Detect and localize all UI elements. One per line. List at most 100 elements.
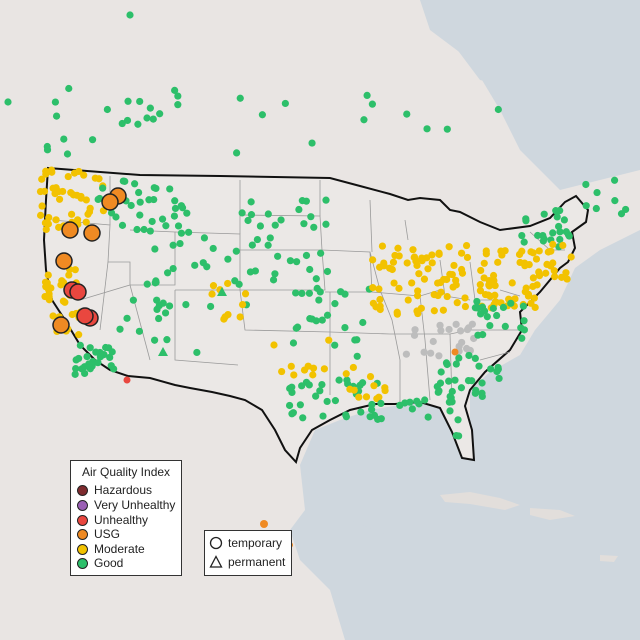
monitor-marker[interactable] — [476, 287, 485, 295]
monitor-marker[interactable] — [174, 222, 183, 230]
monitor-marker[interactable] — [322, 196, 330, 204]
monitor-marker[interactable] — [286, 257, 295, 265]
monitor-marker[interactable] — [88, 136, 97, 144]
monitor-marker[interactable] — [86, 344, 94, 352]
monitor-marker[interactable] — [436, 321, 444, 329]
monitor-marker[interactable] — [241, 290, 250, 298]
monitor-marker[interactable] — [525, 261, 533, 269]
monitor-marker[interactable] — [285, 401, 294, 410]
monitor-marker[interactable] — [375, 285, 383, 293]
monitor-marker[interactable] — [386, 264, 394, 272]
monitor-marker[interactable] — [563, 275, 571, 283]
monitor-marker[interactable] — [193, 348, 201, 357]
monitor-marker[interactable] — [408, 279, 416, 287]
monitor-marker[interactable] — [323, 311, 332, 319]
monitor-marker[interactable] — [553, 213, 561, 221]
monitor-marker[interactable] — [517, 324, 525, 332]
monitor-marker[interactable] — [236, 313, 244, 321]
monitor-marker[interactable] — [403, 259, 411, 267]
monitor-marker[interactable] — [501, 322, 509, 331]
monitor-marker[interactable] — [127, 201, 135, 210]
monitor-marker[interactable] — [409, 246, 417, 254]
permanent-monitor-marker[interactable] — [158, 347, 168, 356]
monitor-marker[interactable] — [300, 366, 309, 374]
monitor-marker[interactable] — [220, 315, 228, 323]
monitor-marker[interactable] — [457, 384, 466, 392]
monitor-marker[interactable] — [36, 211, 45, 219]
monitor-marker[interactable] — [535, 247, 543, 255]
monitor-marker[interactable] — [171, 197, 179, 205]
monitor-marker[interactable] — [270, 341, 278, 349]
monitor-marker[interactable] — [206, 302, 215, 311]
monitor-marker[interactable] — [559, 241, 567, 249]
monitor-marker[interactable] — [567, 253, 575, 261]
monitor-marker[interactable] — [224, 279, 232, 288]
monitor-marker[interactable] — [485, 282, 493, 290]
monitor-marker[interactable] — [52, 216, 60, 224]
monitor-marker[interactable] — [463, 325, 472, 334]
monitor-marker[interactable] — [436, 379, 445, 387]
monitor-marker[interactable] — [38, 202, 46, 210]
monitor-marker[interactable] — [558, 273, 566, 281]
monitor-marker[interactable] — [353, 336, 361, 344]
monitor-marker[interactable] — [107, 362, 115, 370]
monitor-marker[interactable] — [380, 259, 388, 267]
monitor-marker[interactable] — [322, 220, 330, 228]
monitor-marker[interactable] — [40, 187, 49, 195]
fire-monitor-marker[interactable] — [83, 224, 101, 242]
monitor-marker[interactable] — [136, 198, 144, 206]
monitor-marker[interactable] — [67, 210, 76, 218]
monitor-marker[interactable] — [452, 276, 460, 284]
monitor-marker[interactable] — [136, 211, 144, 219]
monitor-marker[interactable] — [377, 399, 385, 408]
monitor-marker[interactable] — [435, 249, 443, 257]
monitor-marker[interactable] — [518, 334, 526, 342]
monitor-marker[interactable] — [457, 265, 466, 274]
monitor-marker[interactable] — [55, 187, 63, 196]
monitor-marker[interactable] — [145, 196, 153, 204]
monitor-marker[interactable] — [445, 243, 453, 251]
monitor-marker[interactable] — [366, 413, 374, 421]
monitor-marker[interactable] — [358, 379, 367, 387]
monitor-marker[interactable] — [171, 204, 180, 213]
monitor-marker[interactable] — [65, 271, 73, 279]
monitor-marker[interactable] — [376, 295, 384, 304]
monitor-marker[interactable] — [445, 398, 453, 406]
monitor-marker[interactable] — [251, 267, 259, 275]
monitor-marker[interactable] — [369, 256, 377, 264]
monitor-marker[interactable] — [518, 247, 526, 255]
monitor-marker[interactable] — [65, 84, 73, 93]
monitor-marker[interactable] — [264, 210, 272, 218]
monitor-marker[interactable] — [461, 294, 469, 302]
monitor-marker[interactable] — [437, 368, 445, 376]
permanent-monitor-marker[interactable] — [217, 287, 227, 296]
monitor-marker[interactable] — [209, 282, 218, 290]
monitor-marker[interactable] — [200, 234, 209, 242]
monitor-marker[interactable] — [412, 257, 420, 265]
monitor-marker[interactable] — [258, 111, 266, 119]
monitor-marker[interactable] — [368, 400, 376, 409]
monitor-marker[interactable] — [420, 275, 429, 283]
monitor-marker[interactable] — [359, 318, 367, 327]
monitor-marker[interactable] — [103, 105, 111, 114]
monitor-marker[interactable] — [423, 125, 431, 133]
monitor-marker[interactable] — [248, 241, 256, 249]
monitor-marker[interactable] — [81, 369, 89, 378]
monitor-marker[interactable] — [430, 307, 438, 315]
monitor-marker[interactable] — [408, 405, 416, 413]
monitor-marker[interactable] — [49, 184, 57, 192]
monitor-marker[interactable] — [415, 270, 423, 278]
monitor-marker[interactable] — [393, 310, 401, 318]
monitor-marker[interactable] — [323, 397, 331, 406]
monitor-marker[interactable] — [377, 415, 385, 423]
monitor-marker[interactable] — [83, 352, 91, 361]
monitor-marker[interactable] — [582, 180, 590, 189]
monitor-marker[interactable] — [489, 304, 497, 312]
monitor-marker[interactable] — [169, 241, 177, 249]
monitor-marker[interactable] — [360, 116, 368, 124]
monitor-marker[interactable] — [480, 274, 488, 282]
monitor-marker[interactable] — [96, 353, 104, 361]
monitor-marker[interactable] — [481, 290, 490, 299]
monitor-marker[interactable] — [126, 11, 134, 19]
monitor-marker[interactable] — [288, 388, 296, 397]
